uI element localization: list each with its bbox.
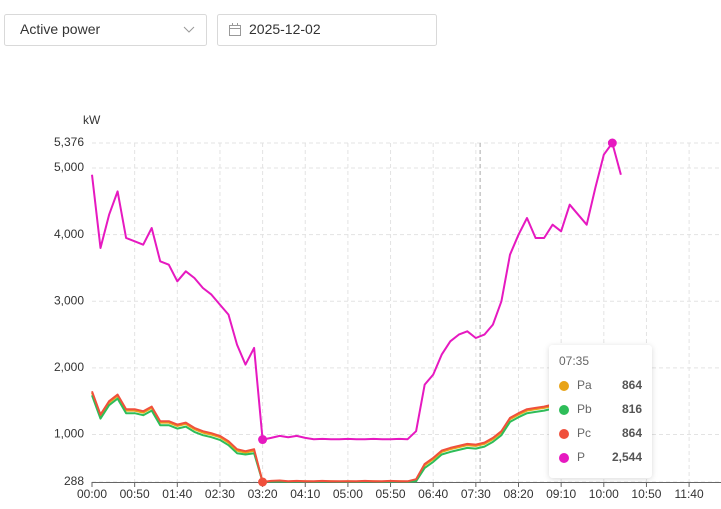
tooltip-name: Pb xyxy=(577,402,592,416)
mark-point xyxy=(258,477,268,487)
tooltip-name: Pa xyxy=(577,378,592,392)
tooltip-value: 864 xyxy=(622,378,642,392)
x-tick-label: 07:30 xyxy=(461,487,491,501)
tooltip-time: 07:35 xyxy=(559,354,589,368)
x-tick-label: 11:40 xyxy=(675,487,704,501)
y-tick-label: 5,376 xyxy=(54,135,84,149)
tooltip-value: 864 xyxy=(622,426,642,440)
x-tick-label: 01:40 xyxy=(162,487,192,501)
plot: 288 1,000 2,000 3,000 4,000 5,000 5,376 00:00 00… xyxy=(54,135,721,501)
series-line xyxy=(91,384,622,483)
x-tick-label: 06:40 xyxy=(418,487,448,501)
date-text: 2025-12-02 xyxy=(249,21,321,37)
x-tick-label: 00:00 xyxy=(77,487,107,501)
tooltip-value: 2,544 xyxy=(612,450,642,464)
x-tick-label: 05:00 xyxy=(333,487,363,501)
x-tick-label: 05:50 xyxy=(376,487,406,501)
y-tick-label: 3,000 xyxy=(54,293,84,307)
series-line xyxy=(91,380,622,483)
x-tick-label: 10:50 xyxy=(631,487,661,501)
mark-point xyxy=(258,435,268,445)
x-tick-label: 08:20 xyxy=(503,487,533,501)
tooltip-name: Pc xyxy=(577,426,591,440)
y-tick-label: 5,000 xyxy=(54,160,84,174)
tooltip: 07:35 Pa 864 Pb 816 Pc 864 P 2,544 xyxy=(549,345,652,478)
tooltip-dot xyxy=(559,453,569,463)
metric-select[interactable]: Active power xyxy=(4,14,207,46)
x-tick-label: 09:10 xyxy=(546,487,576,501)
tooltip-dot xyxy=(559,429,569,439)
select-box[interactable] xyxy=(4,14,207,46)
series-line xyxy=(91,381,622,483)
tooltip-name: P xyxy=(577,450,585,464)
y-tick-label: 1,000 xyxy=(54,427,84,441)
x-tick-label: 03:20 xyxy=(248,487,278,501)
y-tick-label: 2,000 xyxy=(54,360,84,374)
x-tick-label: 10:00 xyxy=(589,487,619,501)
calendar-icon xyxy=(229,23,241,36)
series-line xyxy=(91,142,622,441)
tooltip-value: 816 xyxy=(622,402,642,416)
y-tick-label: 288 xyxy=(64,474,84,488)
date-picker[interactable]: 2025-12-02 xyxy=(217,14,437,46)
date-box[interactable] xyxy=(217,14,437,46)
mark-point xyxy=(607,138,617,148)
y-tick-label: 4,000 xyxy=(54,227,84,241)
x-tick-label: 00:50 xyxy=(120,487,150,501)
tooltip-box xyxy=(549,345,652,478)
tooltip-dot xyxy=(559,405,569,415)
x-tick-label: 04:10 xyxy=(290,487,320,501)
tooltip-dot xyxy=(559,381,569,391)
y-axis-label: kW xyxy=(83,113,101,127)
select-text: Active power xyxy=(20,21,100,37)
chevron xyxy=(183,26,195,33)
x-tick-label: 02:30 xyxy=(205,487,235,501)
